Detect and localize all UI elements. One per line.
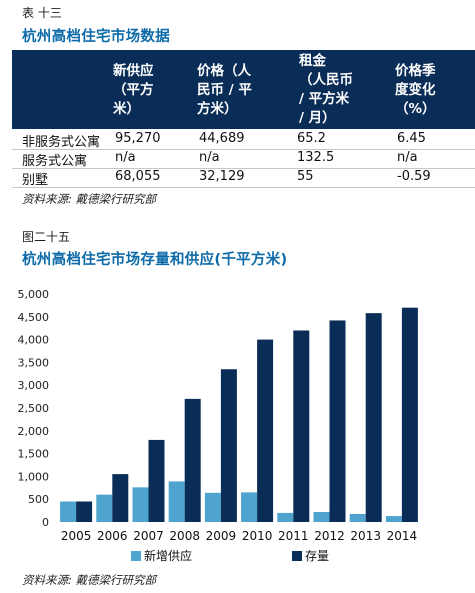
x-tick-label: 2009 [206,529,237,543]
bar-stock [329,320,346,522]
bar-stock [365,313,382,522]
row-price: 44,689 [199,131,245,146]
row-change: n/a [397,150,418,165]
row-rent: 132.5 [297,150,335,165]
bar-new-supply [385,516,402,522]
y-tick-label: 0 [42,516,49,529]
row-divider [12,168,475,169]
bar-stock [293,330,310,522]
table-row: 别墅 68,055 32,129 55 -0.59 [12,169,475,188]
row-name: 别墅 [22,173,49,188]
header-rent: 租金 （人民币 / 平方米 / 月） [299,53,353,126]
bar-stock [220,369,237,522]
bar-new-supply [277,512,294,522]
x-tick-label: 2005 [61,529,92,543]
bar-new-supply [241,492,258,522]
x-tick-label: 2008 [169,529,200,543]
row-name: 非服务式公寓 [22,135,101,150]
x-tick-label: 2011 [278,529,309,543]
row-name: 服务式公寓 [22,154,88,169]
x-tick-label: 2012 [314,529,345,543]
chart-title: 杭州高档住宅市场存量和供应(千平方米) [22,252,288,268]
y-tick-label: 1,500 [18,448,50,461]
bar-stock [76,501,93,522]
x-tick-label: 2010 [242,529,273,543]
bar-new-supply [132,487,149,522]
header-price: 价格（人 民币 / 平 方米） [197,63,252,117]
table-label: 表 十三 [22,6,62,20]
row-divider [12,187,475,188]
header-new-supply: 新供应 （平方 米） [113,63,154,117]
row-change: -0.59 [397,169,431,184]
y-tick-label: 2,500 [18,402,50,415]
bar-stock [112,474,129,522]
row-price: 32,129 [199,169,245,184]
row-rent: 65.2 [297,131,326,146]
bar-new-supply [313,511,330,522]
row-supply: 68,055 [115,169,161,184]
bar-new-supply [168,481,185,522]
table-header: 新供应 （平方 米） 价格（人 民币 / 平 方米） 租金 （人民币 / 平方米… [12,50,475,129]
bar-stock [148,439,165,522]
bar-new-supply [60,501,77,522]
table-title: 杭州高档住宅市场数据 [22,29,170,45]
bar-stock [257,339,274,522]
bar-stock [184,398,201,522]
x-tick-label: 2014 [387,529,418,543]
row-change: 6.45 [397,131,426,146]
x-tick-label: 2006 [97,529,128,543]
table-row: 服务式公寓 n/a n/a 132.5 n/a [12,150,475,169]
y-tick-label: 4,500 [18,311,50,324]
chart-label: 图二十五 [22,230,71,244]
table-source: 资料来源: 戴德梁行研究部 [22,192,157,206]
bar-chart: 0 500 1,000 1,500 2,000 2,500 3,000 3,500 4,000 4… [18,288,418,543]
y-tick-label: 4,000 [18,334,50,347]
chart-source: 资料来源: 戴德梁行研究部 [22,573,157,587]
header-price-change: 价格季 度变化 （%） [395,63,436,117]
y-tick-label: 3,000 [18,379,50,392]
y-tick-label: 1,000 [18,470,50,483]
bar-stock [401,307,418,522]
legend-label-stock: 存量 [305,549,330,563]
row-rent: 55 [297,169,314,184]
y-tick-label: 3,500 [18,356,50,369]
x-tick-label: 2013 [350,529,381,543]
table-row: 非服务式公寓 95,270 44,689 65.2 6.45 [12,131,475,150]
row-price: n/a [199,150,220,165]
x-tick-label: 2007 [133,529,164,543]
bar-new-supply [204,492,221,522]
y-tick-label: 5,000 [18,288,50,301]
bar-new-supply [349,514,366,522]
legend-label-new-supply: 新增供应 [144,549,193,563]
legend-swatch-stock [292,551,302,561]
y-tick-label: 500 [28,493,49,506]
row-supply: n/a [115,150,136,165]
legend-swatch-new-supply [131,551,141,561]
y-tick-label: 2,000 [18,425,50,438]
bar-new-supply [96,494,113,522]
row-divider [12,149,475,150]
row-supply: 95,270 [115,131,161,146]
